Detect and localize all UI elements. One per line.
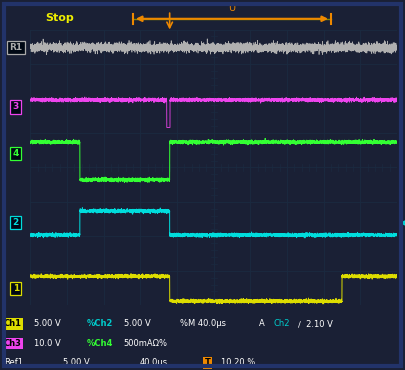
Text: Stop: Stop (45, 13, 74, 23)
Text: Ch1: Ch1 (4, 319, 22, 329)
Text: 2: 2 (13, 218, 19, 227)
Text: %M 40.0μs: %M 40.0μs (180, 319, 226, 329)
Text: Ref1: Ref1 (4, 358, 23, 367)
Text: Ch3: Ch3 (4, 339, 22, 348)
Text: Ch2: Ch2 (273, 319, 290, 329)
Text: R1: R1 (9, 43, 22, 52)
Text: 3: 3 (13, 102, 19, 111)
Text: T: T (205, 358, 211, 367)
Text: 5.00 V: 5.00 V (124, 319, 150, 329)
Text: 10.0 V: 10.0 V (34, 339, 61, 348)
Text: 10.20 %: 10.20 % (221, 358, 255, 367)
Text: 500mAΩ%: 500mAΩ% (124, 339, 168, 348)
Text: 5.00 V: 5.00 V (63, 358, 90, 367)
Text: 5.00 V: 5.00 V (34, 319, 61, 329)
Text: 40.0μs: 40.0μs (140, 358, 168, 367)
Text: 4: 4 (13, 149, 19, 158)
Text: ∕  2.10 V: ∕ 2.10 V (298, 319, 333, 329)
Text: A: A (259, 319, 265, 329)
Text: 1: 1 (13, 284, 19, 293)
Text: %Ch4: %Ch4 (87, 339, 113, 348)
Text: %Ch2: %Ch2 (87, 319, 113, 329)
Text: U: U (228, 3, 236, 13)
